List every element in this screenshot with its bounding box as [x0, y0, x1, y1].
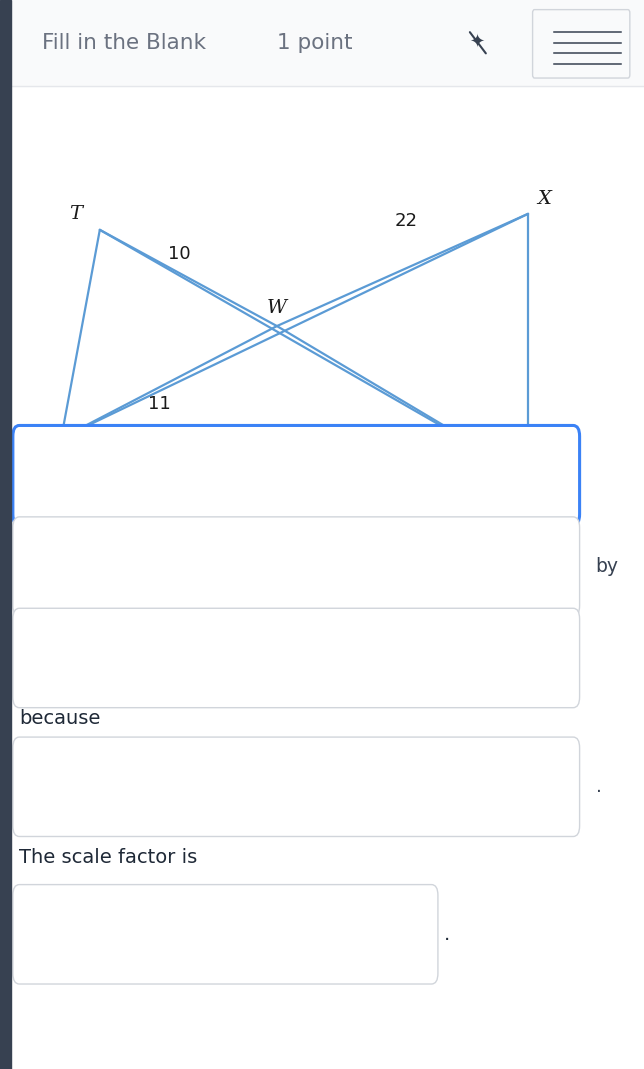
Text: choose your answer...: choose your answer... — [45, 649, 249, 667]
FancyBboxPatch shape — [13, 885, 438, 983]
Text: 20: 20 — [375, 446, 398, 463]
Text: .: . — [596, 777, 601, 796]
FancyBboxPatch shape — [13, 517, 580, 616]
Text: ∨: ∨ — [531, 558, 544, 575]
Text: ∨: ∨ — [531, 466, 544, 484]
Text: ✦: ✦ — [469, 34, 484, 51]
Text: W: W — [267, 299, 287, 316]
FancyBboxPatch shape — [13, 425, 580, 525]
Text: because: because — [19, 709, 100, 728]
Text: The scale factor is: The scale factor is — [19, 848, 198, 867]
Text: 22: 22 — [394, 213, 417, 230]
Text: .: . — [444, 925, 451, 944]
Text: X: X — [537, 190, 551, 207]
Text: Z: Z — [35, 447, 48, 464]
Text: Y: Y — [538, 483, 551, 500]
Text: 1 point: 1 point — [277, 33, 352, 52]
Text: 11: 11 — [148, 396, 171, 413]
Text: 10: 10 — [167, 246, 191, 263]
Text: T: T — [70, 205, 82, 222]
Text: ∨: ∨ — [531, 649, 544, 667]
Text: by: by — [596, 557, 619, 576]
Text: Fill in the Blank: Fill in the Blank — [42, 33, 206, 52]
FancyBboxPatch shape — [13, 738, 580, 836]
Bar — [11, 0, 644, 86]
FancyBboxPatch shape — [533, 10, 630, 78]
Text: type your answer...: type your answer... — [45, 926, 218, 943]
Text: ∨: ∨ — [531, 778, 544, 795]
FancyBboxPatch shape — [13, 608, 580, 708]
Text: choose your answer...: choose your answer... — [45, 466, 249, 484]
Text: choose your answer...: choose your answer... — [45, 557, 249, 576]
Text: choose your answer...: choose your answer... — [45, 777, 249, 796]
Bar — [0, 0, 11, 1069]
